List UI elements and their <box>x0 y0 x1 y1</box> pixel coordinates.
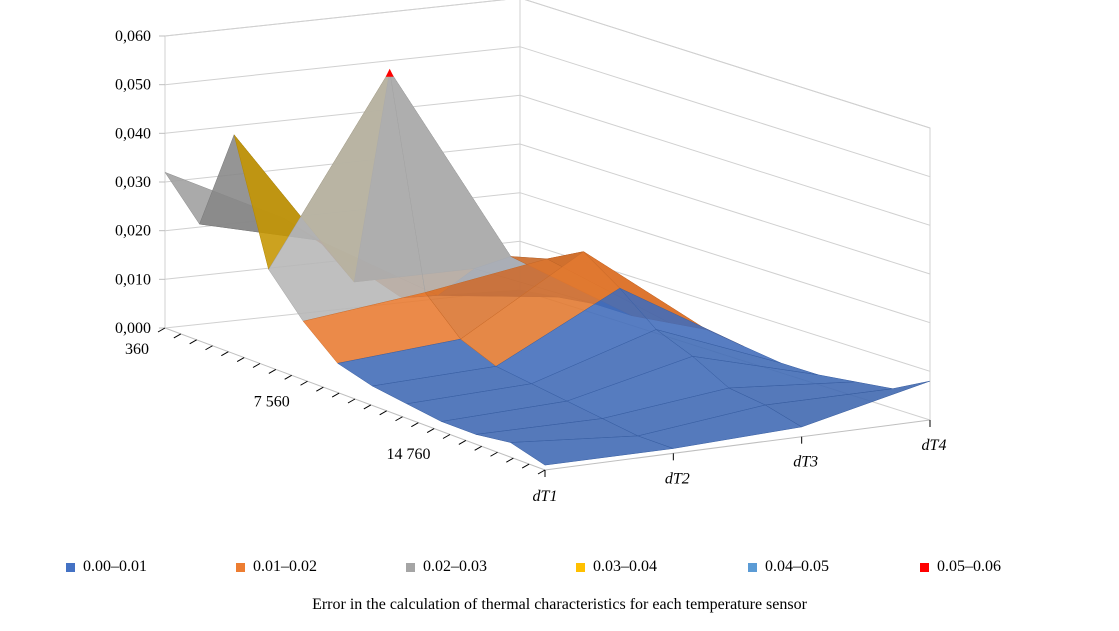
z-tick-label: 0,030 <box>115 174 151 191</box>
legend-swatch <box>920 562 929 572</box>
depth-tick <box>157 327 166 333</box>
legend-swatch <box>66 562 75 572</box>
legend-item: 0.02–0.03 <box>406 556 487 578</box>
depth-tick <box>268 368 277 374</box>
depth-tick <box>490 451 498 457</box>
depth-tick <box>537 469 546 475</box>
legend-label: 0.05–0.06 <box>937 558 1001 575</box>
depth-tick-label: 14 760 <box>386 446 430 463</box>
legend-swatch <box>748 562 757 572</box>
depth-tick <box>347 398 356 404</box>
depth-tick <box>379 410 387 416</box>
depth-tick <box>316 386 324 392</box>
axes <box>157 35 931 477</box>
depth-tick <box>236 357 245 363</box>
depth-tick <box>331 392 340 398</box>
depth-tick <box>426 428 435 434</box>
gridline <box>164 143 931 275</box>
category-tick-label: dT1 <box>533 488 558 505</box>
depth-tick <box>221 351 229 357</box>
category-tick-label: dT4 <box>922 437 947 454</box>
z-tick-label: 0,060 <box>115 28 151 45</box>
legend-label: 0.03–0.04 <box>593 558 657 575</box>
z-tick-label: 0,040 <box>115 125 151 142</box>
z-tick-label: 0,050 <box>115 77 151 94</box>
legend-swatch <box>576 562 585 572</box>
depth-tick <box>442 434 451 439</box>
legend-item: 0.05–0.06 <box>920 556 1001 578</box>
depth-tick <box>284 374 292 380</box>
legend-label: 0.04–0.05 <box>765 558 829 575</box>
depth-tick <box>395 416 403 422</box>
surface-chart: 0,000 0,010 0,020 0,030 0,040 0,050 0,060 360 7 … <box>115 0 946 505</box>
legend: 0.00–0.01 0.01–0.02 0.02–0.03 0.03–0.04 0.04… <box>0 556 1119 578</box>
gridline <box>164 94 931 226</box>
depth-tick <box>521 463 530 469</box>
chart-caption: Error in the calculation of thermal char… <box>312 596 807 613</box>
category-tick-label: dT3 <box>793 454 818 471</box>
category-axis <box>544 419 931 471</box>
z-tick-label: 0,010 <box>115 271 151 288</box>
gridline <box>164 46 931 178</box>
legend-item: 0.04–0.05 <box>748 556 829 578</box>
depth-tick <box>189 339 197 345</box>
depth-tick-label: 360 <box>125 341 149 358</box>
depth-tick <box>173 333 182 339</box>
legend-item: 0.03–0.04 <box>576 556 657 578</box>
depth-tick <box>363 404 372 410</box>
depth-tick <box>411 422 419 428</box>
legend-item: 0.00–0.01 <box>66 556 147 578</box>
z-tick-label: 0,000 <box>115 320 151 337</box>
depth-tick <box>252 363 261 368</box>
legend-label: 0.01–0.02 <box>253 558 317 575</box>
legend-label: 0.00–0.01 <box>83 558 147 575</box>
depth-tick-label: 7 560 <box>254 394 290 411</box>
depth-tick <box>300 380 308 386</box>
depth-tick <box>506 457 514 463</box>
depth-tick <box>458 439 467 445</box>
legend-swatch <box>406 562 415 572</box>
legend-swatch <box>236 562 245 572</box>
surface-plot <box>164 68 931 466</box>
depth-tick <box>205 345 213 351</box>
surface-patch <box>764 380 931 428</box>
axis-labels: 0,000 0,010 0,020 0,030 0,040 0,050 0,060 360 7 … <box>115 28 946 505</box>
peak-marker <box>385 68 394 77</box>
depth-tick <box>474 445 482 451</box>
category-tick-label: dT2 <box>665 470 690 487</box>
legend-label: 0.02–0.03 <box>423 558 487 575</box>
gridline <box>164 0 931 129</box>
z-tick-label: 0,020 <box>115 223 151 240</box>
legend-item: 0.01–0.02 <box>236 556 317 578</box>
